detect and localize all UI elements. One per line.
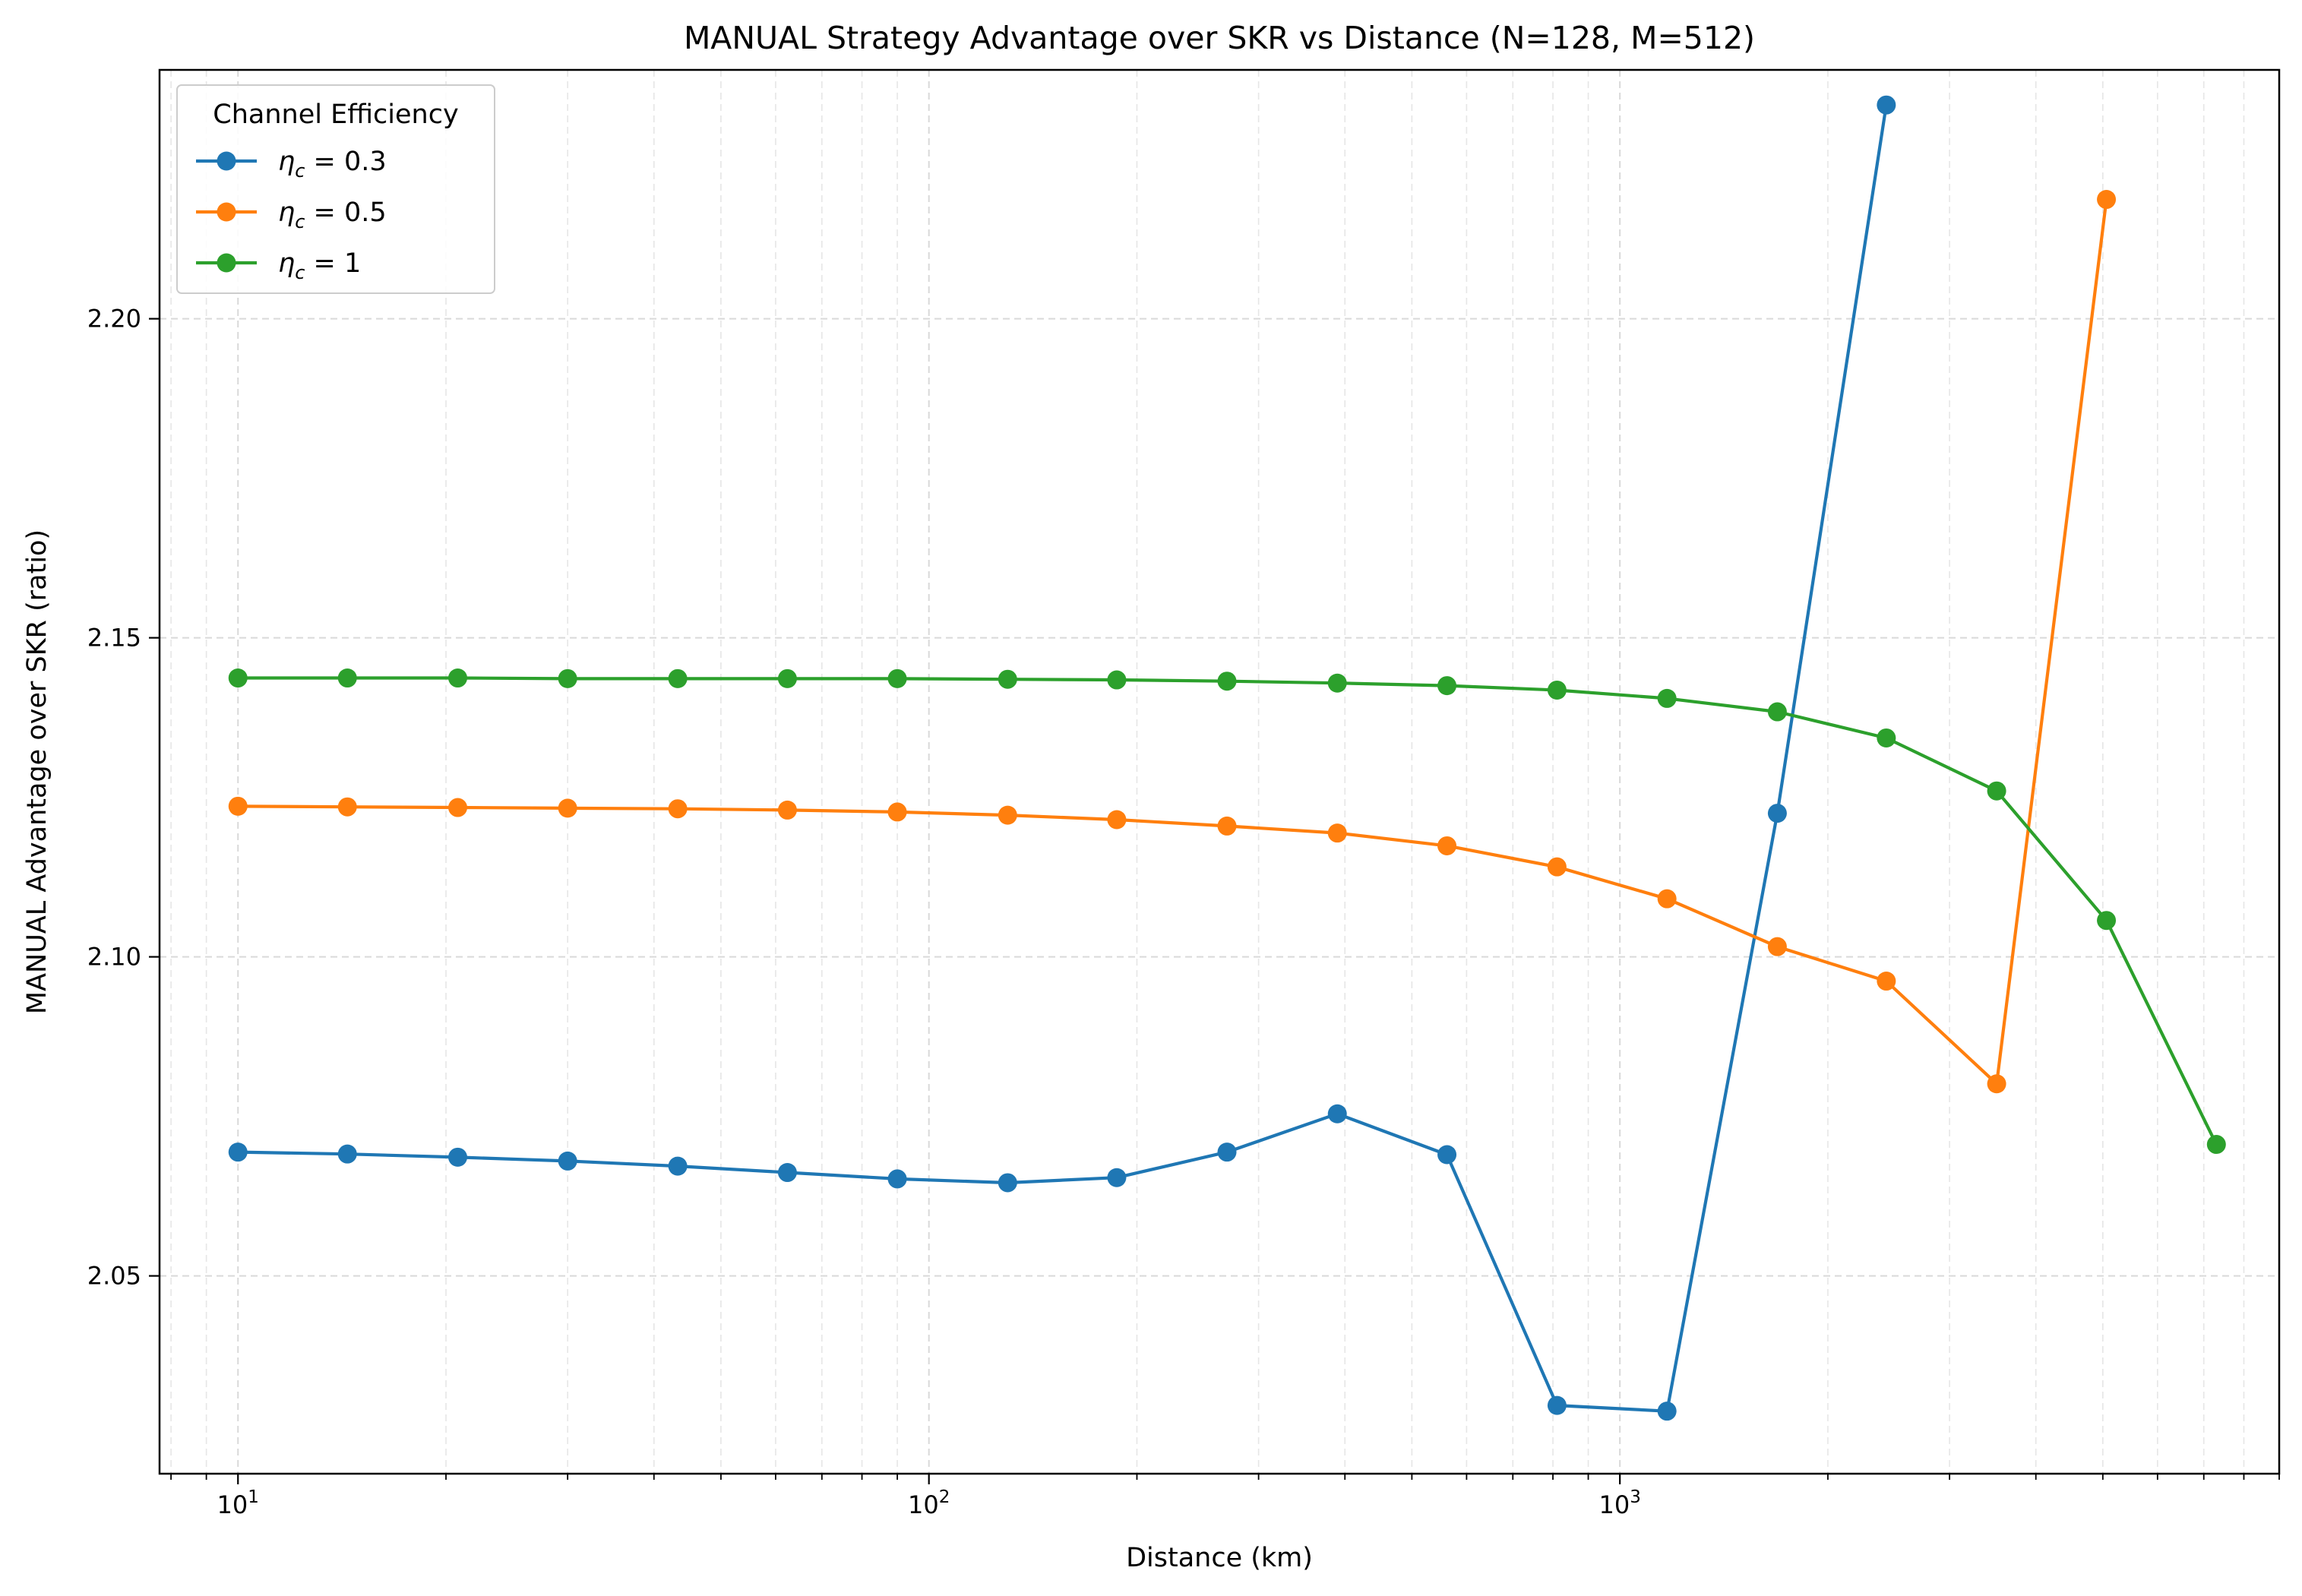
legend-item-1: ηc = 0.3 xyxy=(196,147,387,182)
data-point xyxy=(1437,836,1457,855)
data-point xyxy=(887,802,907,822)
legend-box xyxy=(176,84,495,294)
data-point xyxy=(447,668,467,688)
legend-label: ηc = 1 xyxy=(278,248,361,283)
data-point xyxy=(1217,816,1237,836)
y-tick-label: 2.20 xyxy=(87,305,141,333)
data-point xyxy=(668,1156,688,1176)
chart-title: MANUAL Strategy Advantage over SKR vs Di… xyxy=(684,20,1755,56)
data-point xyxy=(777,800,797,820)
legend-marker xyxy=(217,253,236,273)
data-point xyxy=(1987,781,2006,801)
legend-label: ηc = 0.3 xyxy=(278,147,387,182)
data-point xyxy=(1657,1402,1677,1421)
legend-marker xyxy=(217,151,236,171)
data-point xyxy=(1877,95,1896,115)
legend-item-2: ηc = 0.5 xyxy=(196,198,387,232)
series-line xyxy=(238,104,1888,1413)
data-point xyxy=(887,668,907,688)
data-point xyxy=(1547,680,1567,700)
x-tick-label: 101 xyxy=(217,1487,259,1519)
data-point xyxy=(228,668,248,688)
data-point xyxy=(558,1151,577,1171)
legend-marker xyxy=(217,202,236,222)
data-point xyxy=(998,669,1017,689)
plot-series xyxy=(228,95,2226,1421)
data-point xyxy=(1767,804,1787,823)
axis-ticks: 101 102 103 2.05 2.10 2.15 2.20 xyxy=(87,305,2280,1519)
data-point xyxy=(1547,1395,1567,1415)
legend-label: ηc = 0.5 xyxy=(278,198,387,232)
plot-area-frame xyxy=(158,68,2281,1475)
x-tick-label: 103 xyxy=(1598,1487,1640,1519)
legend-items: ηc = 0.3 ηc = 0.5 ηc = 1 xyxy=(196,147,387,283)
y-tick-label: 2.10 xyxy=(87,943,141,972)
data-point xyxy=(337,668,357,688)
data-point xyxy=(337,1144,357,1164)
data-point xyxy=(1657,688,1677,708)
data-point xyxy=(1107,670,1127,690)
data-point xyxy=(668,668,688,688)
series-2 xyxy=(228,190,2117,1094)
data-point xyxy=(447,798,467,817)
series-line xyxy=(238,199,2108,1086)
y-tick-label: 2.15 xyxy=(87,624,141,653)
data-point xyxy=(558,668,577,688)
data-point xyxy=(447,1147,467,1167)
data-point xyxy=(2206,1135,2226,1155)
data-point xyxy=(998,1173,1017,1193)
data-point xyxy=(558,798,577,818)
x-tick-label: 102 xyxy=(908,1487,950,1519)
data-point xyxy=(228,796,248,816)
data-point xyxy=(1877,972,1896,991)
data-point xyxy=(887,1169,907,1189)
series-3 xyxy=(228,668,2226,1155)
legend-title: Channel Efficiency xyxy=(213,100,458,130)
data-point xyxy=(1987,1074,2006,1094)
data-point xyxy=(1327,1104,1347,1124)
data-point xyxy=(777,1163,797,1183)
data-point xyxy=(1547,857,1567,877)
data-point xyxy=(228,1142,248,1162)
data-point xyxy=(998,805,1017,825)
data-point xyxy=(1437,1145,1457,1165)
data-point xyxy=(1657,889,1677,909)
data-point xyxy=(1877,728,1896,747)
data-point xyxy=(1107,1168,1127,1187)
legend: Channel Efficiency ηc = 0.3ηc = 0.5ηc = … xyxy=(176,84,495,294)
series-1 xyxy=(228,95,1896,1421)
data-point xyxy=(1327,823,1347,843)
y-axis-label: MANUAL Advantage over SKR (ratio) xyxy=(22,529,52,1014)
data-point xyxy=(668,799,688,819)
data-point xyxy=(2097,190,2117,210)
data-point xyxy=(1327,673,1347,693)
data-point xyxy=(1437,676,1457,696)
data-point xyxy=(1217,1142,1237,1162)
data-point xyxy=(1767,937,1787,956)
data-point xyxy=(1217,672,1237,691)
x-axis-label: Distance (km) xyxy=(1126,1543,1313,1573)
data-point xyxy=(337,797,357,817)
legend-item-3: ηc = 1 xyxy=(196,248,361,283)
y-tick-label: 2.05 xyxy=(87,1262,141,1291)
data-point xyxy=(1767,702,1787,722)
data-point xyxy=(2097,911,2117,931)
data-point xyxy=(1107,810,1127,830)
data-point xyxy=(777,668,797,688)
